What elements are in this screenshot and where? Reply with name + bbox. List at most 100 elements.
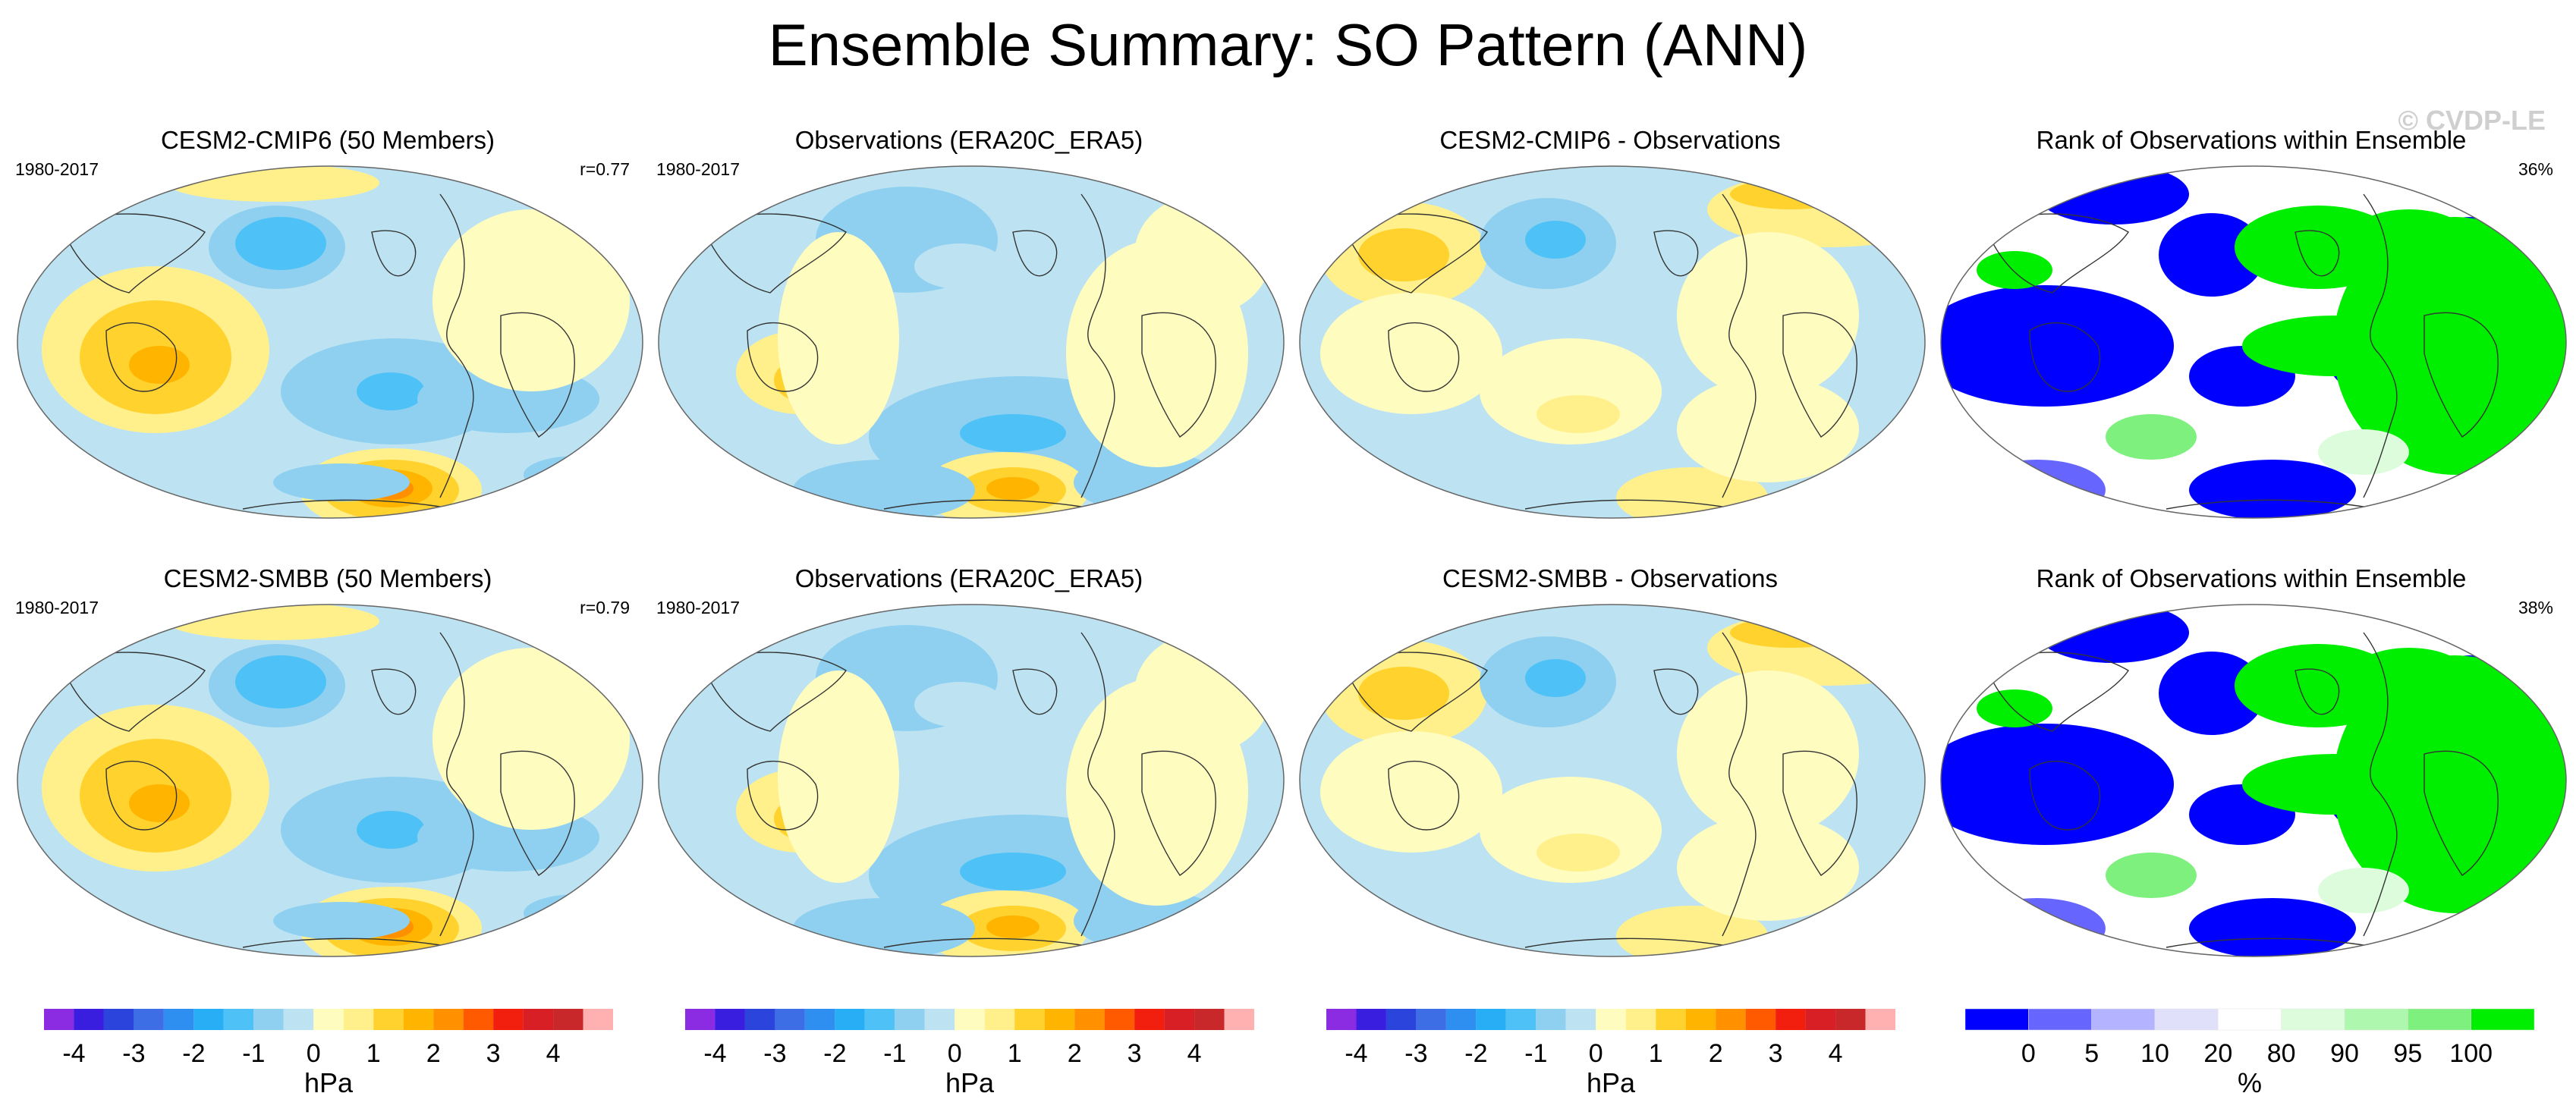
- map-outline: [1940, 165, 2567, 519]
- coastline: [2423, 312, 2499, 438]
- coastline: [1782, 750, 1857, 876]
- colorbar-tick-label: 3: [1128, 1039, 1142, 1068]
- colorbar-swatch: [775, 1009, 805, 1030]
- colorbar-tick-label: -2: [1464, 1039, 1487, 1068]
- colorbar-swatch: [433, 1009, 464, 1030]
- contour-region: [778, 232, 899, 444]
- coastline: [2029, 760, 2101, 831]
- contour-region: [129, 346, 190, 384]
- coastline: [105, 322, 178, 392]
- coastline: [1983, 652, 2129, 732]
- colorbar-swatch: [193, 1009, 224, 1030]
- contour-region: [1677, 671, 1859, 837]
- colorbar-unit-label: hPa: [304, 1067, 354, 1098]
- colorbar-swatch: [523, 1009, 554, 1030]
- colorbar-tick-label: 2: [426, 1039, 441, 1068]
- colorbar-swatch: [1505, 1009, 1536, 1030]
- contour-region: [1941, 724, 2174, 845]
- colorbar-4: 0 5 10 20 80 90 95 100%: [1964, 1008, 2535, 1098]
- contour-region: [1677, 815, 1859, 921]
- colorbar-swatch: [2091, 1008, 2156, 1031]
- contour-region: [960, 414, 1066, 452]
- coastline: [2166, 499, 2364, 510]
- colorbar-tick-label: 100: [2449, 1039, 2493, 1068]
- colorbar-tick-label: -2: [823, 1039, 846, 1068]
- colorbar-swatch: [1536, 1009, 1566, 1030]
- map-panel-3: [1299, 165, 1926, 519]
- colorbar-tick-label: 4: [546, 1039, 561, 1068]
- contour-region: [914, 682, 1005, 727]
- colorbar-swatch: [2281, 1008, 2345, 1031]
- colorbar-swatch: [1596, 1009, 1626, 1030]
- contour-region: [1358, 228, 1449, 281]
- contour-region: [2318, 429, 2409, 475]
- colorbar-tick-label: -4: [703, 1039, 726, 1068]
- colorbar-swatch: [2218, 1008, 2282, 1031]
- coastline: [439, 193, 474, 498]
- panel-title: CESM2-SMBB (50 Members): [163, 564, 492, 592]
- map-outline: [17, 604, 643, 957]
- contour-region: [1677, 376, 1859, 482]
- contour-region: [1525, 221, 1586, 259]
- coastline: [2029, 322, 2101, 392]
- contour-region: [432, 209, 630, 391]
- panel-title: CESM2-SMBB - Observations: [1442, 564, 1778, 592]
- contour-region: [2189, 898, 2356, 956]
- contour-region: [1571, 452, 1662, 482]
- contour-region: [1677, 232, 1859, 399]
- map-outline: [17, 165, 643, 519]
- colorbar-swatch: [1656, 1009, 1686, 1030]
- colorbar-swatch: [1356, 1009, 1386, 1030]
- colorbar-swatch: [1326, 1009, 1357, 1030]
- colorbar-swatch: [493, 1009, 524, 1030]
- colorbar-swatch: [895, 1009, 925, 1030]
- coastline: [439, 632, 474, 937]
- coastline: [2166, 938, 2364, 948]
- colorbar-swatch: [2028, 1008, 2092, 1031]
- colorbar-tick-label: 20: [2203, 1039, 2232, 1068]
- colorbar-tick-label: 1: [366, 1039, 381, 1068]
- colorbar-swatch: [553, 1009, 583, 1030]
- contour-region: [2106, 414, 2197, 460]
- map-panel-6: [658, 604, 1285, 957]
- watermark: © CVDP-LE: [2398, 105, 2546, 136]
- contour-region: [1571, 890, 1662, 921]
- colorbar-tick-label: -3: [763, 1039, 786, 1068]
- coastline: [1722, 632, 1757, 937]
- colorbar-tick-label: 0: [948, 1039, 962, 1068]
- colorbar-swatch: [1476, 1009, 1506, 1030]
- colorbar-swatch: [685, 1009, 716, 1030]
- coastline: [500, 750, 575, 876]
- panel-stat-label: 38%: [2518, 598, 2553, 617]
- panel-stat-label: r=0.79: [580, 598, 630, 617]
- colorbar-swatch: [1745, 1009, 1776, 1030]
- coastline: [701, 652, 847, 732]
- contour-region: [524, 456, 630, 494]
- colorbar-swatch: [74, 1009, 104, 1030]
- colorbar-tick-label: 0: [1589, 1039, 1603, 1068]
- colorbar-tick-label: 4: [1187, 1039, 1202, 1068]
- colorbar-swatch: [163, 1009, 194, 1030]
- contour-region: [432, 648, 630, 830]
- colorbar-tick-label: -2: [182, 1039, 205, 1068]
- colorbar-swatch: [343, 1009, 374, 1030]
- panel-period-label: 1980-2017: [15, 598, 99, 617]
- colorbar-tick-label: -1: [883, 1039, 906, 1068]
- coastline: [105, 760, 178, 831]
- colorbar-swatch: [403, 1009, 434, 1030]
- colorbar-2: -4 -3 -2 -1 0 1 2 3 4 hPa: [685, 1009, 1254, 1098]
- colorbar-unit-label: %: [2238, 1067, 2262, 1098]
- contour-region: [357, 372, 425, 410]
- colorbar-swatch: [924, 1009, 955, 1030]
- contour-region: [2318, 868, 2409, 913]
- map-outline: [1940, 604, 2567, 957]
- colorbar-swatch: [835, 1009, 865, 1030]
- contour-region: [1134, 633, 1271, 754]
- colorbar-tick-label: 4: [1829, 1039, 1843, 1068]
- colorbar-swatch: [1194, 1009, 1225, 1030]
- panel-stat-label: r=0.77: [580, 159, 630, 179]
- colorbar-swatch: [2471, 1008, 2535, 1031]
- contour-region: [1525, 659, 1586, 697]
- colorbar-swatch: [1224, 1009, 1254, 1030]
- colorbar-tick-label: 3: [1769, 1039, 1783, 1068]
